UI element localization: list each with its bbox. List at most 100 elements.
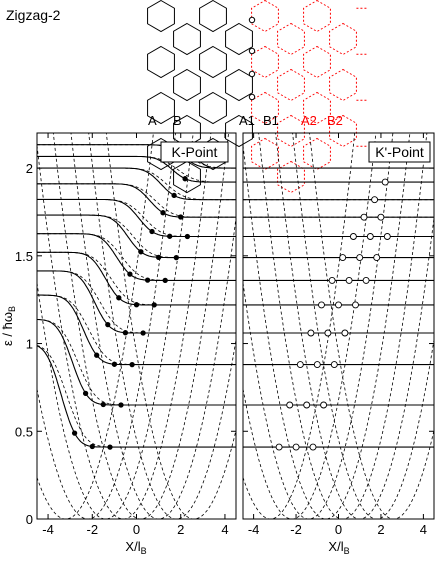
crossing-marker-2-2 — [330, 361, 338, 369]
edge-site-1 — [248, 47, 256, 55]
lattice-red-hexagon-10 — [303, 91, 331, 125]
crossing-marker-4-2 — [352, 301, 359, 309]
crossing-marker-7-1 — [167, 233, 173, 239]
lattice-hexagon-7 — [173, 160, 201, 194]
crossing-marker-7-1 — [366, 233, 374, 240]
dashed-parabola-0 — [37, 133, 154, 519]
crossing-marker-4-1 — [335, 301, 342, 309]
y-tick-label-0: 0 — [26, 512, 33, 527]
edge-state-dashed-0 — [37, 345, 236, 448]
edge-state-dashed-5 — [37, 233, 236, 281]
dashed-parabola-3 — [243, 133, 411, 519]
chart-left-annotation: K-Point — [160, 141, 229, 163]
y-tick-label-1: 0.5 — [15, 424, 33, 439]
edge-state-dashed-11 — [37, 144, 236, 169]
label-a2: A2 — [301, 113, 317, 128]
crossing-marker-0-0 — [71, 430, 78, 436]
crossing-marker-1-1 — [100, 401, 106, 408]
crossing-marker-3-2 — [140, 330, 146, 336]
edge-site-2 — [248, 70, 256, 78]
label-b: B — [173, 113, 182, 128]
crossing-marker-7-0 — [349, 233, 357, 240]
lattice-red-hexagon-14 — [329, 114, 357, 148]
annotation-kprime-point: K'-Point — [375, 144, 424, 160]
lattice-hexagon-4 — [173, 22, 201, 56]
crossing-marker-5-0 — [127, 271, 133, 277]
chart-left-curves — [37, 133, 236, 519]
edge-state-dashed-4 — [37, 251, 236, 306]
x-tick-label-1: -2 — [86, 522, 98, 537]
chart-right-curves — [243, 133, 434, 519]
x-axis-label-right: X/lB — [328, 539, 349, 556]
lattice-red-hexagon-1 — [251, 45, 279, 79]
crossing-marker-0-2 — [309, 443, 317, 451]
crossing-marker-7-0 — [149, 228, 155, 235]
crossing-marker-5-0 — [328, 276, 336, 284]
edge-state-curve-7 — [37, 198, 236, 238]
x-axis-label-left: X/lB — [125, 539, 146, 556]
crossing-marker-10-0 — [182, 176, 188, 182]
edge-state-dashed-8 — [37, 183, 236, 218]
crossing-marker-9-0 — [371, 196, 379, 204]
lattice-red-hexagon-0 — [251, 0, 279, 33]
crossing-marker-2-0 — [296, 361, 304, 369]
dashed-parabola-5 — [275, 133, 434, 519]
x-tick-label-3: 2 — [177, 522, 184, 537]
lattice-hexagon-13 — [225, 68, 253, 102]
dashed-parabola-1 — [37, 133, 176, 519]
edge-state-dashed-9 — [37, 167, 236, 201]
y-tick-label-2: 1 — [26, 337, 33, 352]
crossing-marker-5-2 — [362, 276, 370, 284]
edge-state-dashed-10 — [37, 156, 236, 183]
dashed-parabola-3 — [37, 133, 212, 519]
edge-state-dashed-7 — [37, 199, 236, 237]
label-b1: B1 — [263, 113, 279, 128]
crossing-marker-1-1 — [303, 401, 311, 409]
chart-right-frame — [242, 132, 435, 520]
crossing-marker-6-1 — [155, 254, 162, 261]
lattice-red-hexagon-2 — [251, 91, 279, 125]
dashed-parabola-6 — [88, 133, 236, 519]
lattice-red-hexagon-9 — [303, 45, 331, 79]
crossing-marker-3-0 — [105, 321, 111, 328]
lattice-red-hexagon-6 — [277, 114, 305, 148]
crossing-marker-5-1 — [345, 276, 353, 284]
crossing-marker-8-1 — [377, 213, 385, 221]
chart-left-ticks: -4 -2 0 2 4 0 0.5 1 1.5 2 — [15, 133, 236, 537]
crossing-marker-7-2 — [383, 233, 391, 240]
edge-state-curve-8 — [37, 183, 236, 218]
crossing-marker-5-1 — [144, 277, 151, 283]
dashed-parabola-7 — [309, 133, 434, 519]
annotation-box-right — [368, 141, 431, 163]
dashed-parabola-4 — [52, 133, 230, 519]
lattice-red-hexagon-11 — [303, 137, 331, 171]
lattice-hexagon-2 — [147, 91, 175, 125]
crossing-marker-6-1 — [356, 254, 364, 262]
x-tick-label-4: 4 — [420, 522, 427, 537]
chart-right-annotation: K'-Point — [368, 141, 431, 163]
crossing-marker-6-2 — [373, 254, 381, 262]
lattice-hexagon-12 — [225, 22, 253, 56]
y-axis-label: ε / ħωB — [0, 306, 17, 346]
edge-state-dashed-1 — [37, 319, 236, 406]
chart-left-frame — [36, 132, 237, 520]
lattice-red-dotted-hexagons — [251, 0, 368, 194]
lattice-hexagon-1 — [147, 45, 175, 79]
x-tick-label-0: -4 — [42, 522, 54, 537]
crossing-marker-4-1 — [133, 302, 140, 308]
dashed-parabola-5 — [70, 133, 236, 519]
edge-state-dashed-2 — [37, 294, 236, 365]
crossing-marker-8-1 — [178, 214, 184, 220]
lattice-red-hexagon-12 — [329, 22, 357, 56]
lattice-hexagon-0 — [147, 0, 175, 33]
edge-state-curve-0 — [37, 345, 236, 448]
x-tick-label-1: -2 — [290, 522, 302, 537]
label-a: A — [148, 113, 157, 128]
lattice-red-hexagon-4 — [277, 22, 305, 56]
lattice-red-hexagon-3 — [251, 137, 279, 171]
crossing-marker-2-0 — [94, 352, 100, 358]
dashed-parabola-4 — [258, 133, 428, 519]
crossing-marker-5-2 — [162, 277, 168, 284]
crossing-marker-3-2 — [341, 329, 349, 337]
